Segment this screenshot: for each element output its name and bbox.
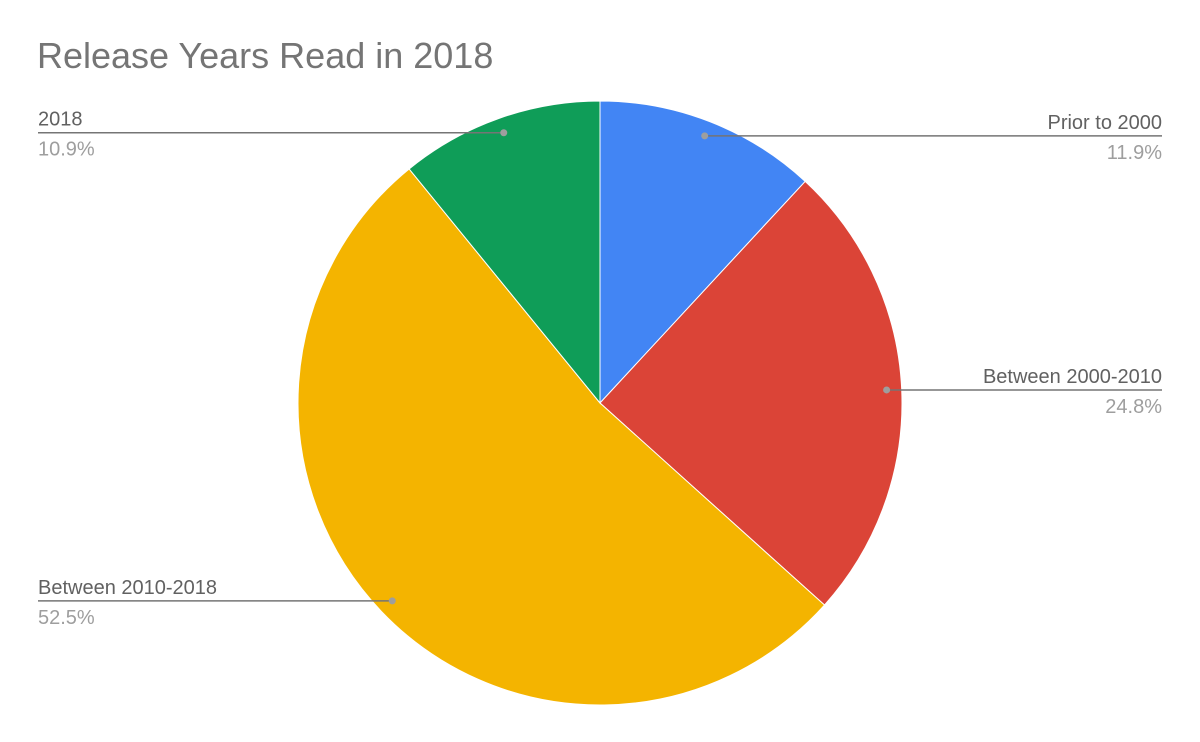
- leader-dot: [701, 132, 709, 140]
- leader-dot: [500, 129, 508, 137]
- pie-slice: [297, 168, 826, 706]
- slice-label: Between 2000-2010: [983, 366, 1162, 388]
- pie-slice: [599, 100, 806, 405]
- slice-label: Between 2010-2018: [38, 577, 217, 599]
- slice-label: Prior to 2000: [1047, 112, 1162, 134]
- slice-label: 2018: [38, 109, 83, 131]
- pie-slice: [408, 100, 601, 405]
- slice-value-label: 24.8%: [1105, 396, 1162, 418]
- slice-value-label: 11.9%: [1107, 142, 1162, 164]
- slice-value-label: 10.9%: [38, 139, 95, 161]
- leader-dot: [388, 597, 396, 605]
- slice-value-label: 52.5%: [38, 607, 95, 629]
- leader-dot: [883, 386, 891, 394]
- chart-title: Release Years Read in 2018: [37, 35, 493, 76]
